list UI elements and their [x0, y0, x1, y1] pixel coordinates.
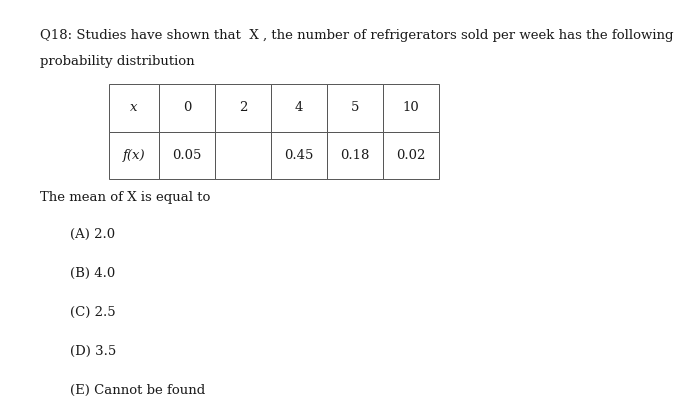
- Bar: [215, 132, 271, 179]
- Bar: [108, 132, 159, 179]
- Text: 10: 10: [402, 102, 419, 114]
- Bar: [108, 84, 159, 132]
- Bar: [159, 132, 215, 179]
- Text: x: x: [130, 102, 137, 114]
- Text: 0.18: 0.18: [340, 149, 370, 162]
- Text: 2: 2: [239, 102, 247, 114]
- Bar: [271, 132, 327, 179]
- Text: f(x): f(x): [122, 149, 145, 162]
- Text: (D) 3.5: (D) 3.5: [70, 345, 116, 358]
- Text: 0.02: 0.02: [396, 149, 426, 162]
- Text: (A) 2.0: (A) 2.0: [70, 228, 115, 241]
- Bar: [383, 132, 439, 179]
- Bar: [271, 84, 327, 132]
- Text: probability distribution: probability distribution: [40, 55, 195, 69]
- Text: (C) 2.5: (C) 2.5: [70, 306, 116, 319]
- Text: 0.45: 0.45: [284, 149, 314, 162]
- Text: The mean of X is equal to: The mean of X is equal to: [40, 191, 210, 204]
- Text: 0.05: 0.05: [172, 149, 202, 162]
- Text: (B) 4.0: (B) 4.0: [70, 267, 116, 280]
- Text: Q18: Studies have shown that  X , the number of refrigerators sold per week has : Q18: Studies have shown that X , the num…: [40, 29, 673, 42]
- Bar: [327, 132, 383, 179]
- Text: 0: 0: [183, 102, 191, 114]
- Bar: [159, 84, 215, 132]
- Text: (E) Cannot be found: (E) Cannot be found: [70, 384, 205, 397]
- Bar: [383, 84, 439, 132]
- Text: 5: 5: [351, 102, 359, 114]
- Bar: [215, 84, 271, 132]
- Text: 4: 4: [295, 102, 303, 114]
- Bar: [327, 84, 383, 132]
